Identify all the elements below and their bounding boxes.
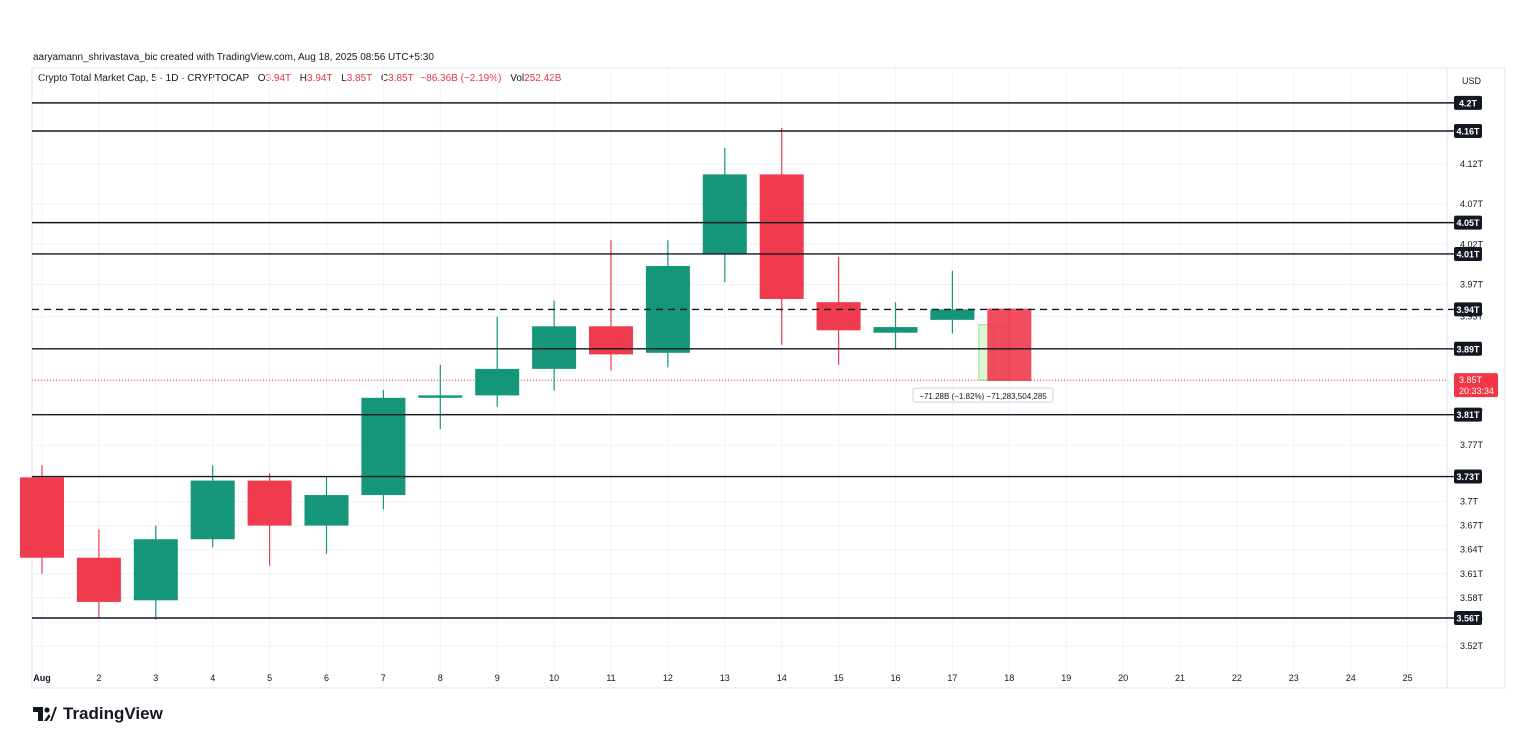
x-tick-label: Aug [33,673,51,683]
candle-body [816,302,861,331]
last-price-badge [1454,373,1498,398]
y-tick-label: 3.67T [1460,521,1484,531]
x-tick-label: 23 [1289,673,1299,683]
candle-body [930,309,975,320]
low-value: 3.85T [346,73,373,84]
level-price-label: 4.16T [1456,127,1480,137]
level-price-badge [1454,469,1482,484]
x-tick-label: 15 [834,673,844,683]
bar-countdown-label: 20:33:34 [1459,386,1494,396]
candle-body [20,477,64,558]
x-tick-label: 13 [720,673,730,683]
candle-body [987,308,1032,381]
candle-body [702,174,747,254]
y-tick-label: 3.7T [1460,496,1479,506]
level-price-label: 3.56T [1456,614,1480,624]
candle-body [873,327,918,333]
tradingview-logo-icon [33,707,57,721]
x-tick-label: 17 [947,673,957,683]
x-tick-label: 3 [153,673,158,683]
level-price-label: 3.81T [1456,410,1480,420]
volume-value: 252.42B [524,73,562,84]
x-tick-label: 11 [606,673,615,683]
tradingview-wordmark: TradingView [63,704,163,723]
y-tick-label: 3.58T [1460,593,1484,603]
candle-body [532,326,577,369]
candle-body [76,557,121,602]
level-price-label: 3.94T [1456,305,1480,315]
symbol-legend: Crypto Total Market Cap, 5 · 1D · CRYPTO… [38,73,561,84]
y-tick-label: 4.12T [1460,159,1484,169]
x-tick-label: 8 [438,673,443,683]
tradingview-logo: TradingView [33,704,163,724]
level-price-badge [1454,302,1482,317]
y-tick-label: 3.52T [1460,641,1484,651]
candle-body [361,397,406,496]
x-tick-label: 2 [96,673,101,683]
symbol-name[interactable]: Crypto Total Market Cap, 5 · 1D · CRYPTO… [38,73,250,84]
level-price-label: 4.2T [1459,98,1478,108]
candle-body [190,480,235,540]
level-price-badge [1454,611,1482,625]
y-tick-label: 3.64T [1460,545,1484,555]
candle-body [475,368,520,396]
level-price-badge [1454,215,1482,230]
candle-body [247,480,292,526]
candle-body [759,174,804,299]
open-label: O [257,73,266,84]
candle-body [589,326,633,355]
y-tick-label: 3.97T [1460,279,1484,289]
x-tick-label: 20 [1118,673,1128,683]
y-tick-label: 3.77T [1460,440,1484,450]
volume-label: Vol [510,73,525,84]
x-tick-label: 7 [381,673,386,683]
x-tick-label: 22 [1232,673,1242,683]
x-tick-label: 19 [1061,673,1071,683]
close-label: C [380,73,389,84]
high-label: H [299,73,307,84]
high-value: 3.94T [306,73,333,84]
x-tick-label: 6 [324,673,329,683]
currency-label[interactable]: USD [1462,76,1482,86]
chart-frame [31,67,1506,689]
low-label: L [341,73,347,84]
candle-body [304,495,349,526]
close-value: 3.85T [388,73,414,84]
x-tick-label: 24 [1346,673,1356,683]
x-tick-label: 25 [1403,673,1413,683]
open-value: 3.94T [265,73,291,84]
level-price-badge [1454,246,1482,261]
level-price-badge [1454,95,1482,110]
x-tick-label: 5 [267,673,272,683]
x-tick-label: 4 [210,673,215,683]
measure-label: −71.28B (−1.82%) −71,283,504,285 [919,392,1047,401]
chart-credit: aaryamann_shrivastava_bic created with T… [33,52,434,63]
x-tick-label: 14 [777,673,787,683]
y-tick-label: 4.07T [1460,199,1484,209]
x-tick-label: 12 [663,673,673,683]
y-tick-label: 3.93T [1460,312,1484,322]
level-price-badge [1454,341,1482,356]
level-price-label: 3.89T [1456,344,1480,354]
last-price-label: 3.85T [1459,375,1483,385]
candle-body [133,539,178,601]
level-price-label: 4.01T [1456,249,1480,259]
x-tick-label: 10 [549,673,559,683]
y-tick-label: 3.61T [1460,569,1484,579]
x-tick-label: 18 [1004,673,1014,683]
x-tick-label: 9 [495,673,500,683]
level-price-label: 3.73T [1456,472,1480,482]
x-tick-label: 16 [890,673,900,683]
candle-body [418,395,463,398]
level-price-label: 4.05T [1456,218,1480,228]
level-price-badge [1454,407,1482,422]
x-tick-label: 21 [1175,673,1185,683]
measure-label-box [912,387,1054,403]
change-value: −86.36B (−2.19%) [420,73,502,84]
level-price-badge [1454,124,1482,138]
y-tick-label: 4.02T [1460,239,1484,249]
